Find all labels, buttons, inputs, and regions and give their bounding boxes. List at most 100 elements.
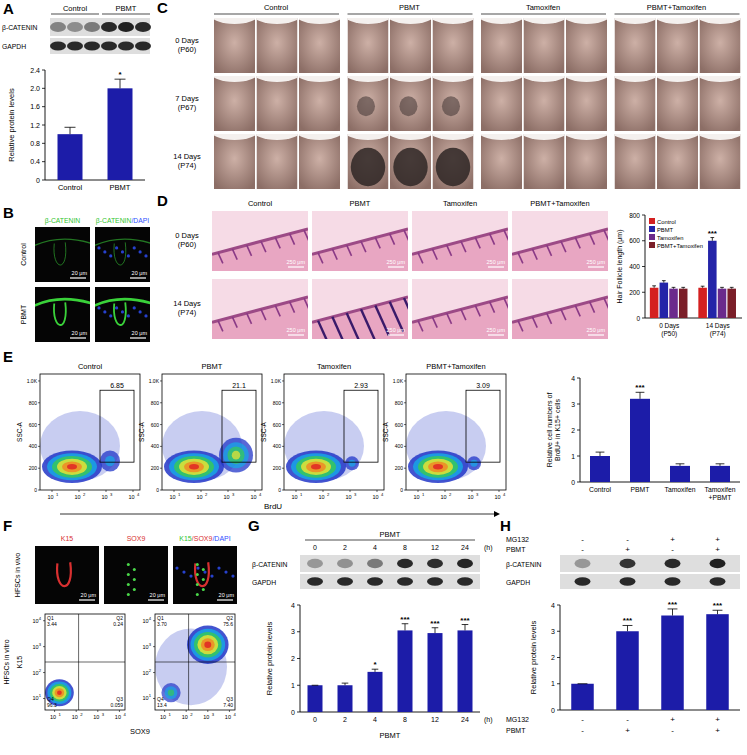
histology bbox=[512, 279, 608, 339]
flow-tick bbox=[160, 490, 162, 491]
flow-bg bbox=[45, 614, 125, 710]
flow-tick bbox=[160, 402, 162, 403]
signal bbox=[196, 563, 199, 566]
lane-label: 8 bbox=[403, 544, 407, 551]
flow-tick bbox=[282, 424, 284, 425]
tick-label: 10 bbox=[160, 714, 166, 720]
tick-exponent: 1 bbox=[422, 492, 425, 497]
photo-bg bbox=[433, 18, 474, 73]
blot-label: β-CATENIN bbox=[506, 561, 542, 569]
bar bbox=[669, 289, 678, 318]
scale-bar bbox=[388, 334, 404, 335]
x-tick-label: Tamoxifen+PBMT bbox=[705, 486, 736, 501]
y-tick bbox=[577, 430, 580, 431]
density bbox=[57, 690, 62, 694]
photo-bg bbox=[566, 76, 607, 82]
photo-bg bbox=[700, 134, 741, 189]
nucleus bbox=[97, 246, 100, 249]
y-tick-label: 600 bbox=[629, 237, 640, 244]
follicle bbox=[490, 302, 495, 313]
tick-exponent: 4 bbox=[123, 712, 126, 717]
photo-bg bbox=[390, 18, 431, 24]
flow-tick bbox=[404, 468, 406, 469]
signal bbox=[127, 583, 130, 586]
tick-label: 1.0K bbox=[393, 378, 404, 384]
flow-tick bbox=[133, 490, 134, 492]
histology bbox=[312, 211, 408, 271]
channel-label: K15/SOX9/DAPI bbox=[179, 535, 230, 542]
flow-tick bbox=[282, 402, 284, 403]
epidermis bbox=[512, 297, 608, 322]
x-tick-label: PBMT bbox=[631, 486, 650, 493]
tick-label: 600 bbox=[273, 422, 282, 428]
header-rule bbox=[102, 14, 150, 15]
nucleus bbox=[121, 310, 124, 313]
scale-label: 250 μm bbox=[587, 259, 606, 265]
flow-frame bbox=[45, 614, 125, 710]
y-tick-label: 1 bbox=[291, 682, 295, 689]
y-tick-label: 0 bbox=[571, 479, 575, 486]
quadrant-value: 0.059 bbox=[110, 702, 123, 708]
error-cap bbox=[730, 287, 734, 288]
tick-exponent: 1 bbox=[56, 492, 59, 497]
photo-bg bbox=[348, 18, 389, 73]
follicle bbox=[218, 253, 223, 264]
significance: *** bbox=[708, 229, 718, 238]
follicle bbox=[461, 241, 466, 252]
header-rule bbox=[305, 540, 475, 541]
hair-patch bbox=[393, 148, 427, 187]
hair-patch bbox=[399, 96, 417, 116]
axis-title: BrdU bbox=[264, 502, 282, 511]
follicle bbox=[575, 238, 580, 249]
flow-tick bbox=[79, 490, 80, 492]
blot-band bbox=[620, 577, 636, 585]
panel-letter: B bbox=[3, 204, 14, 221]
follicle bbox=[304, 230, 308, 241]
photo-bg bbox=[299, 134, 340, 140]
text-line: SSC-A bbox=[16, 421, 23, 442]
photo bbox=[657, 76, 698, 131]
epidermis bbox=[212, 297, 308, 322]
photo bbox=[390, 134, 431, 189]
density bbox=[201, 638, 215, 651]
photo-bg bbox=[299, 18, 340, 24]
follicle bbox=[361, 241, 366, 252]
photo-bg bbox=[657, 18, 698, 24]
error-bar bbox=[120, 79, 121, 88]
y-tick bbox=[557, 710, 560, 711]
scale-bar bbox=[130, 277, 146, 278]
follicle bbox=[290, 234, 295, 245]
flow-bg bbox=[284, 374, 384, 490]
text-line: (P60) bbox=[178, 240, 197, 249]
error-cap bbox=[596, 452, 605, 453]
scale-label: 20 μm bbox=[219, 592, 235, 598]
channel-part: K15 bbox=[61, 535, 74, 542]
blot-header: PBMT bbox=[380, 530, 401, 539]
nucleus bbox=[182, 570, 185, 573]
bar-chart: 0200400600800Hair Follicle length (μm)**… bbox=[616, 212, 742, 339]
bar bbox=[661, 616, 684, 711]
blot-band bbox=[135, 42, 151, 51]
tick-label: 0 bbox=[34, 487, 37, 493]
photo bbox=[481, 134, 522, 189]
follicle bbox=[461, 309, 466, 320]
text-line: (P67) bbox=[178, 103, 197, 112]
flow-tick bbox=[97, 710, 98, 712]
blot-band bbox=[50, 42, 66, 51]
scale-label: 20 μm bbox=[72, 270, 88, 276]
y-tick-label: 4 bbox=[571, 375, 575, 382]
error-cap bbox=[312, 685, 319, 686]
bar bbox=[650, 288, 659, 318]
photo-bg bbox=[257, 18, 298, 73]
follicle bbox=[261, 241, 266, 252]
photo-bg bbox=[214, 76, 255, 82]
photo-bg bbox=[524, 76, 565, 131]
follicle bbox=[447, 245, 452, 256]
tick-label: 10 bbox=[142, 644, 148, 650]
density bbox=[161, 683, 180, 702]
tick-exponent: 3 bbox=[232, 492, 235, 497]
hair-patch bbox=[436, 148, 470, 187]
blot-band bbox=[665, 559, 681, 569]
text-line: 4 bbox=[373, 716, 377, 723]
blot-label: GAPDH bbox=[506, 579, 530, 586]
